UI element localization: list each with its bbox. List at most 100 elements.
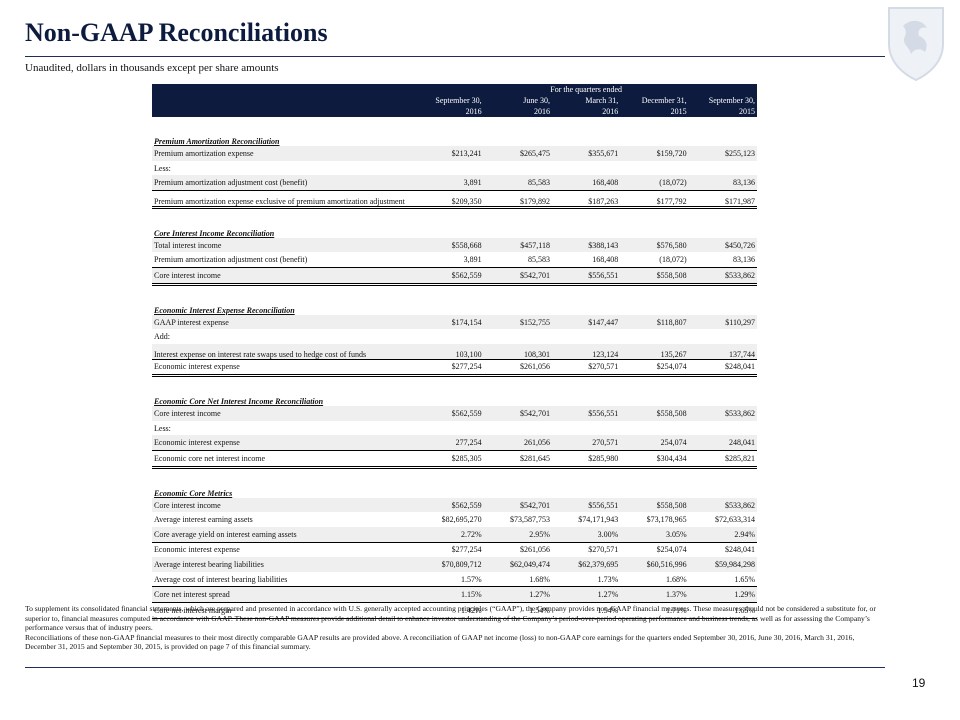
cell-value: $248,041 <box>688 359 757 378</box>
section-row: Core Interest Income Reconciliation <box>152 223 757 238</box>
spacer-row <box>152 467 757 483</box>
row-label: Premium amortization adjustment cost (be… <box>152 175 416 191</box>
cell-value: 1.27% <box>483 586 552 603</box>
cell-value: 1.42% <box>415 602 484 619</box>
empty-cell <box>552 421 620 436</box>
row-label: Interest expense on interest rate swaps … <box>152 343 416 360</box>
spacer-row <box>152 207 757 223</box>
subtitle: Unaudited, dollars in thousands except p… <box>25 62 279 74</box>
empty-cell <box>415 161 483 176</box>
table-row: Premium amortization expense $213,241 $265… <box>152 146 757 161</box>
cell-value: 1.73% <box>551 571 621 588</box>
cell-value: $457,118 <box>483 237 552 253</box>
cell-value: $281,645 <box>483 450 552 469</box>
table-row: Economic interest expense 277,254 261,056 2… <box>152 435 757 452</box>
section-row: Premium Amortization Reconciliation <box>152 132 757 147</box>
cell-value: $59,984,298 <box>688 557 757 572</box>
section-title: Premium Amortization Reconciliation <box>154 137 280 147</box>
row-label: Total interest income <box>152 237 416 253</box>
cell-value: 1.54% <box>551 602 621 619</box>
section-row: Economic Core Net Interest Income Reconc… <box>152 392 757 407</box>
table-row: Average interest bearing liabilities $70,… <box>152 557 757 572</box>
column-date: September 30, <box>415 95 484 106</box>
cell-value: $147,447 <box>551 314 621 330</box>
column-date: March 31, <box>551 95 621 106</box>
table-row: Economic interest expense $277,254 $261,05… <box>152 542 757 557</box>
table-row: Average interest earning assets $82,695,2… <box>152 512 757 527</box>
table-row: Economic core net interest income $285,30… <box>152 450 757 469</box>
table-row: Core interest income $562,559 $542,701 $556… <box>152 267 757 286</box>
cell-value: $533,862 <box>688 497 757 513</box>
cell-value: $62,049,474 <box>483 557 552 572</box>
row-label: Core interest income <box>152 267 416 286</box>
column-year: 2015 <box>620 106 689 117</box>
row-label: Economic interest expense <box>152 435 416 452</box>
spacer <box>152 376 757 392</box>
row-label: Core interest income <box>152 497 416 513</box>
cell-value: $110,297 <box>688 314 757 330</box>
spacer <box>152 284 757 300</box>
row-label: Economic core net interest income <box>152 450 416 469</box>
group-header: For the quarters ended <box>415 84 757 95</box>
column-year: 2016 <box>551 106 621 117</box>
header-row: For the quarters ended <box>152 84 757 95</box>
cell-value: $159,720 <box>620 146 689 161</box>
cell-value: $179,892 <box>483 190 552 209</box>
row-label: Economic interest expense <box>154 545 240 555</box>
empty-cell <box>620 421 688 436</box>
row-label: Core interest income <box>152 406 416 421</box>
table-row: Premium amortization expense exclusive o… <box>152 190 757 209</box>
empty-cell <box>689 421 757 436</box>
cell-value: $533,862 <box>688 267 757 286</box>
cell-value: 103,100 <box>415 343 484 360</box>
header-cell <box>152 84 416 95</box>
footnote: Reconciliations of these non-GAAP financ… <box>25 632 855 652</box>
cell-value: 277,254 <box>415 435 484 452</box>
cell-value: $248,041 <box>725 545 755 555</box>
cell-value: 168,408 <box>551 175 621 191</box>
table-row: Core net interest margin 1.42% 1.54% 1.54% 1… <box>152 602 757 619</box>
table-row: Premium amortization adjustment cost (be… <box>152 175 757 191</box>
section-row: Economic Core Metrics <box>152 483 757 498</box>
empty-cell <box>484 329 552 344</box>
rule <box>25 56 885 57</box>
column-date: September 30, <box>688 95 757 106</box>
empty-cell <box>415 329 483 344</box>
empty-cell <box>415 421 483 436</box>
rule <box>25 667 885 668</box>
empty-cell <box>484 421 552 436</box>
row-label: Premium amortization adjustment cost (be… <box>152 252 416 268</box>
cell-value: $72,633,314 <box>715 515 755 525</box>
table-row: Economic interest expense $277,254 $261,05… <box>152 359 757 378</box>
table-row: Core average yield on interest earning a… <box>152 527 757 543</box>
row-label: Economic interest expense <box>152 359 416 378</box>
empty-cell <box>689 161 757 176</box>
cell-value: (18,072) <box>620 175 689 191</box>
footnote: To supplement its consolidated financial… <box>25 604 876 633</box>
cell-value: $270,571 <box>588 545 619 555</box>
spacer-row <box>152 376 757 392</box>
cell-value: $558,508 <box>620 267 689 286</box>
empty-cell <box>689 329 757 344</box>
cell-value: $556,551 <box>551 267 621 286</box>
table-row: Core net interest spread 1.15% 1.27% 1.27% 1… <box>152 586 757 603</box>
table-row: Less: <box>152 161 757 176</box>
section-row: Economic Interest Expense Reconciliation <box>152 300 757 315</box>
cell-value: 135,267 <box>620 343 689 360</box>
spacer-row <box>152 284 757 300</box>
cell-value: 168,408 <box>551 252 621 268</box>
cell-value: 1.68% <box>483 571 552 588</box>
column-year: 2015 <box>688 106 757 117</box>
row-label: Average interest earning assets <box>154 515 253 525</box>
row-label: Premium amortization expense <box>152 146 416 161</box>
cell-value: 270,571 <box>551 435 621 452</box>
cell-value: $576,580 <box>620 237 689 253</box>
cell-value: 3.05% <box>620 527 689 543</box>
cell-value: $73,178,965 <box>646 515 687 525</box>
cell-value: $562,559 <box>415 267 484 286</box>
table-row: Premium amortization adjustment cost (be… <box>152 252 757 268</box>
cell-value: 1.15% <box>415 586 484 603</box>
section-title: Economic Core Metrics <box>154 488 233 498</box>
cell-value: $62,379,695 <box>551 557 621 572</box>
section-title: Economic Interest Expense Reconciliation <box>154 305 295 315</box>
